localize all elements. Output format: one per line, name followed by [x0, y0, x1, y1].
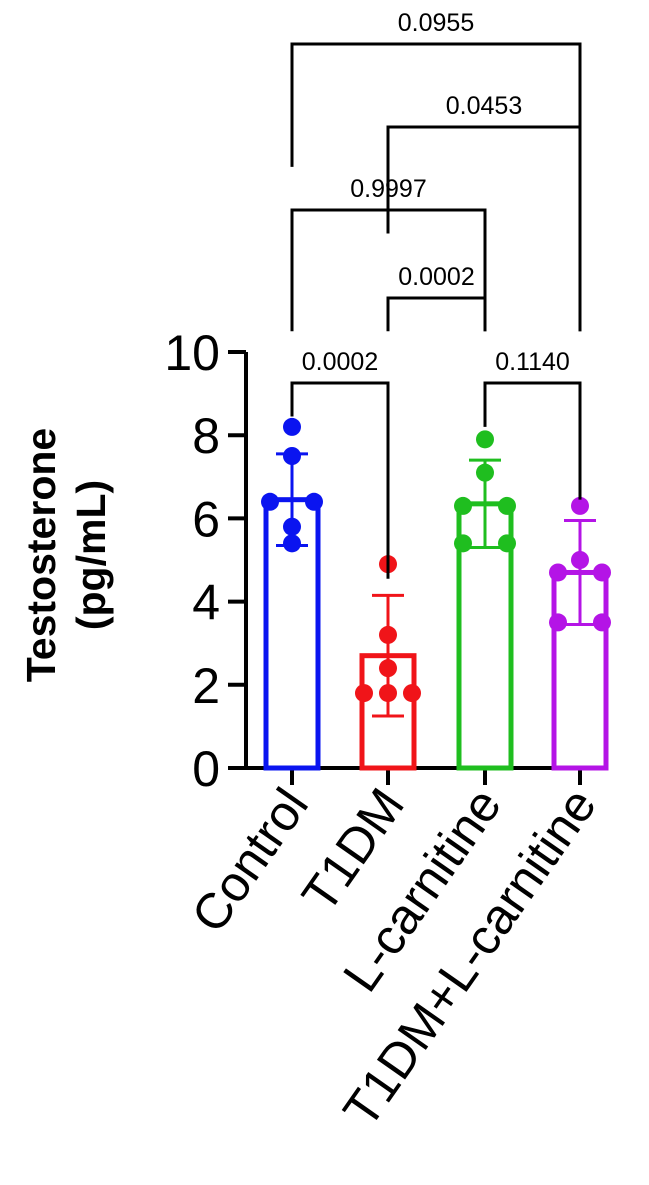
y-tick-label: 10 — [164, 325, 220, 381]
p-value-label: 0.0955 — [398, 9, 474, 37]
p-value-label: 0.0453 — [446, 92, 522, 120]
y-tick-label: 0 — [192, 741, 220, 797]
y-axis-label-line1: Testosterone — [18, 428, 64, 682]
data-point — [305, 492, 323, 511]
points — [261, 417, 611, 703]
data-point — [498, 496, 516, 515]
p-value-label: 0.0002 — [398, 263, 474, 291]
y-tick-label: 6 — [192, 491, 220, 547]
comparison-bracket — [290, 381, 390, 579]
data-point — [476, 463, 494, 482]
data-point — [283, 517, 301, 536]
y-axis-label: Testosterone (pg/mL) — [18, 428, 114, 682]
comparison-bracket — [483, 381, 582, 500]
y-tick-label: 2 — [192, 658, 220, 714]
data-point — [571, 496, 589, 515]
data-point — [403, 684, 421, 703]
data-point — [454, 496, 472, 515]
data-point — [571, 551, 589, 569]
p-value-label: 0.1140 — [495, 348, 570, 376]
axes: 0246810ControlT1DML-carnitineT1DM+L-carn… — [164, 325, 607, 1137]
data-point — [261, 492, 279, 511]
p-value-label: 0.0002 — [302, 348, 378, 376]
data-point — [476, 430, 494, 449]
data-point — [283, 534, 301, 553]
data-point — [549, 563, 567, 582]
data-point — [593, 563, 611, 582]
data-point — [593, 613, 611, 632]
data-point — [498, 534, 516, 553]
data-point — [283, 447, 301, 465]
y-tick-label: 4 — [192, 575, 220, 631]
y-axis-label-line2: (pg/mL) — [68, 480, 114, 630]
comparison-bracket — [290, 42, 582, 332]
bars — [263, 452, 609, 771]
comparison-bracket — [386, 296, 487, 332]
data-point — [355, 684, 373, 703]
data-point — [283, 417, 301, 436]
data-point — [379, 659, 397, 678]
x-category-label: Control — [181, 778, 319, 942]
data-point — [379, 625, 397, 644]
data-point — [549, 613, 567, 632]
data-point — [379, 684, 397, 703]
data-point — [454, 534, 472, 553]
y-tick-label: 8 — [192, 408, 220, 464]
